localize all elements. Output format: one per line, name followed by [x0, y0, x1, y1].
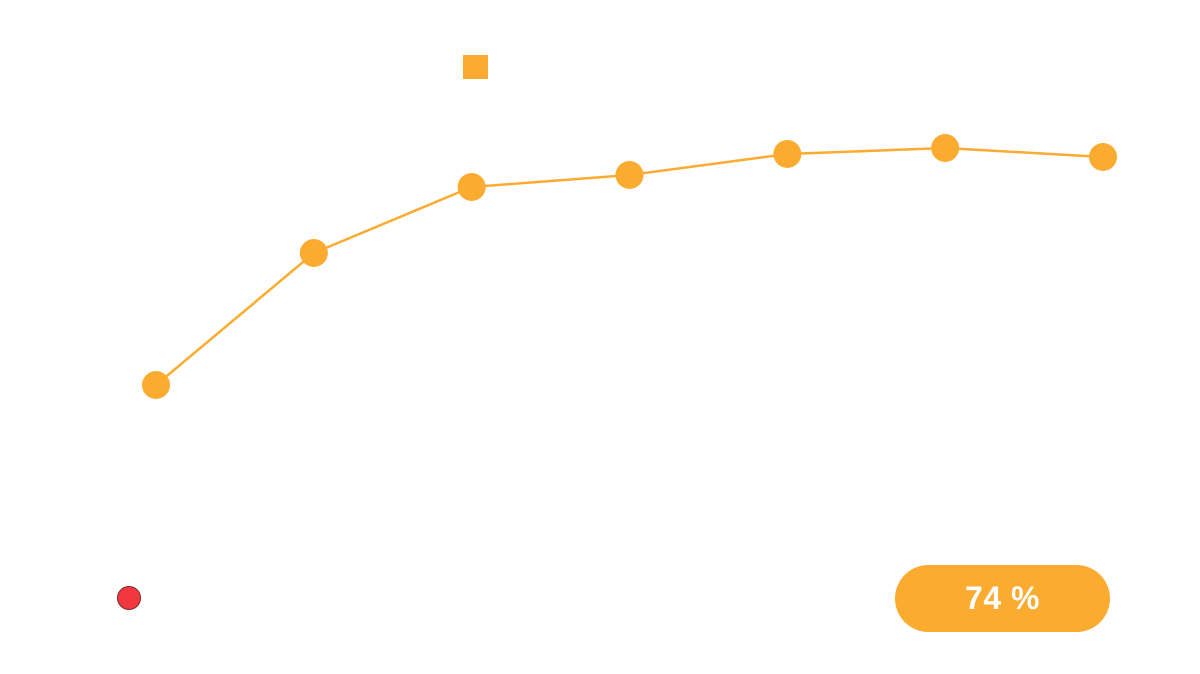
percent-badge: 74 % — [895, 565, 1110, 632]
data-point — [931, 134, 960, 162]
data-point — [457, 173, 486, 201]
percent-badge-label: 74 % — [965, 580, 1040, 616]
data-point — [615, 161, 644, 189]
data-point — [142, 371, 170, 399]
data-point — [1089, 143, 1117, 171]
data-point — [299, 239, 328, 267]
status-dot-icon — [117, 586, 141, 610]
data-point — [773, 140, 802, 168]
legend-series-marker — [463, 55, 488, 79]
